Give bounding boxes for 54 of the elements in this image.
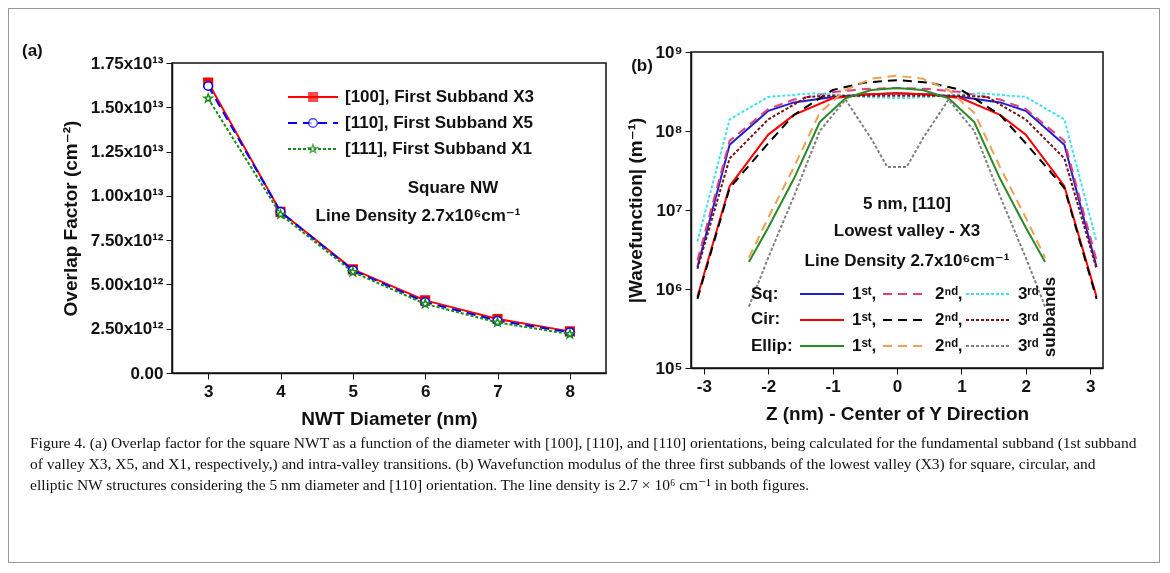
y-tick-label: 7.50x10¹²: [90, 230, 164, 250]
annotation: 5 nm, [110]: [863, 194, 951, 213]
legend-label: [111], First Subband X1: [345, 139, 533, 158]
legend-label: 2ⁿᵈ,: [935, 336, 963, 355]
x-tick-label: 1: [957, 376, 967, 396]
y-tick-label: 0.00: [130, 363, 164, 383]
x-tick-label: 3: [1085, 376, 1096, 396]
y-tick-label: 10⁶: [655, 279, 683, 299]
x-axis-title: Z (nm) - Center of Y Direction: [765, 402, 1030, 424]
y-tick-label: 10⁹: [655, 42, 683, 62]
annotation: Square NW: [407, 178, 500, 197]
legend-label: 3ʳᵈ: [1018, 310, 1039, 329]
legend-label: 1ˢᵗ,: [852, 310, 877, 329]
y-tick-label: 2.50x10¹²: [90, 319, 164, 339]
y-tick-label: 1.75x10¹³: [90, 53, 164, 73]
annotation: subbands: [1040, 276, 1059, 358]
y-tick-label: 1.50x10¹³: [90, 97, 164, 117]
x-tick-label: 3: [203, 381, 214, 401]
legend-label: 1ˢᵗ,: [852, 336, 877, 355]
text: (a): [22, 41, 43, 60]
legend-label: [110], First Subband X5: [345, 113, 533, 132]
y-axis-title: Overlap Factor (cm⁻²): [59, 120, 81, 317]
x-tick-label: 7: [493, 381, 503, 401]
y-tick-label: 10⁵: [655, 358, 683, 378]
x-tick-label: -2: [761, 376, 777, 396]
legend-label: 1ˢᵗ,: [852, 284, 877, 303]
legend-label: 3ʳᵈ: [1018, 284, 1039, 303]
legend-label: 3ʳᵈ: [1018, 336, 1039, 355]
x-tick-label: 6: [420, 381, 431, 401]
annotation: Line Density 2.7x10⁶cm⁻¹: [315, 206, 521, 225]
x-tick-label: -1: [825, 376, 841, 396]
y-tick-label: 1.00x10¹³: [90, 186, 164, 206]
annotation: Line Density 2.7x10⁶cm⁻¹: [804, 251, 1010, 270]
x-axis-title: NWT Diameter (nm): [301, 407, 478, 429]
y-tick-label: 10⁸: [655, 121, 683, 141]
annotation: Cir:: [751, 309, 781, 328]
caption: Figure 4. (a) Overlap factor for the square NWT as a function of the diameter with [100], [110], and [110] orientations, being calculated for the fundamental subband (1st subband of valley X3, X5, and X1, respectively,) and intra-valley transitions. (b) Wavefunction modulus of the three first subbands of the lowest valley (X3) for square, circular, and elliptic NW structures considering the 5 nm diameter and [110] orientation. The line density is 2.7 × 10⁶ cm⁻¹ in both figures.: [30, 433, 1138, 495]
y-axis-title: |Wavefunction| (m⁻¹): [624, 117, 646, 304]
annotation: Ellip:: [751, 336, 793, 355]
annotation: Lowest valley - X3: [833, 221, 981, 240]
legend-label: 2ⁿᵈ,: [935, 284, 963, 303]
annotation: Sq:: [751, 284, 779, 303]
y-tick-label: 1.25x10¹³: [90, 142, 164, 162]
x-tick-label: 8: [565, 381, 576, 401]
legend-label: [100], First Subband X3: [345, 87, 534, 106]
y-tick-label: 10⁷: [656, 200, 683, 220]
y-tick-label: 5.00x10¹²: [90, 274, 164, 294]
x-tick-label: 4: [276, 381, 287, 401]
x-tick-label: 5: [348, 381, 359, 401]
x-tick-label: 2: [1021, 376, 1031, 396]
x-tick-label: 0: [892, 376, 903, 396]
x-tick-label: -3: [696, 376, 712, 396]
text: (b): [631, 56, 653, 75]
legend-label: 2ⁿᵈ,: [935, 310, 963, 329]
